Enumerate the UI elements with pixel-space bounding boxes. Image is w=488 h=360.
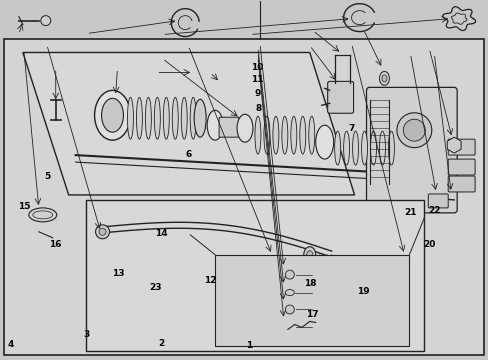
Ellipse shape bbox=[315, 125, 333, 159]
Ellipse shape bbox=[381, 75, 386, 82]
Ellipse shape bbox=[396, 113, 431, 148]
Text: 10: 10 bbox=[251, 63, 264, 72]
FancyBboxPatch shape bbox=[327, 81, 353, 113]
Ellipse shape bbox=[163, 97, 169, 139]
Ellipse shape bbox=[262, 257, 267, 266]
Text: 23: 23 bbox=[149, 283, 162, 292]
Text: 6: 6 bbox=[185, 150, 191, 159]
Ellipse shape bbox=[154, 97, 160, 139]
Ellipse shape bbox=[127, 97, 133, 139]
Ellipse shape bbox=[41, 15, 51, 26]
Text: 21: 21 bbox=[403, 208, 415, 217]
Ellipse shape bbox=[379, 131, 385, 165]
Polygon shape bbox=[23, 53, 354, 195]
Ellipse shape bbox=[290, 116, 296, 154]
FancyBboxPatch shape bbox=[447, 159, 474, 175]
Ellipse shape bbox=[264, 116, 269, 154]
Text: 16: 16 bbox=[49, 240, 61, 249]
Ellipse shape bbox=[136, 97, 142, 139]
Ellipse shape bbox=[403, 119, 425, 141]
Text: 18: 18 bbox=[304, 279, 316, 288]
FancyBboxPatch shape bbox=[447, 176, 474, 192]
Ellipse shape bbox=[343, 131, 349, 165]
Text: 13: 13 bbox=[111, 269, 124, 278]
Ellipse shape bbox=[207, 110, 223, 140]
Text: 4: 4 bbox=[7, 341, 14, 350]
Ellipse shape bbox=[102, 98, 123, 132]
Ellipse shape bbox=[194, 99, 206, 137]
Ellipse shape bbox=[379, 71, 388, 85]
Ellipse shape bbox=[370, 131, 376, 165]
Ellipse shape bbox=[308, 116, 314, 154]
Bar bbox=[85, 200, 424, 351]
Ellipse shape bbox=[181, 97, 187, 139]
Text: 1: 1 bbox=[246, 341, 252, 350]
Ellipse shape bbox=[361, 131, 367, 165]
Ellipse shape bbox=[99, 228, 106, 235]
Ellipse shape bbox=[285, 305, 294, 314]
Ellipse shape bbox=[387, 131, 394, 165]
Text: 14: 14 bbox=[155, 229, 168, 238]
Ellipse shape bbox=[352, 131, 358, 165]
Text: 5: 5 bbox=[44, 172, 50, 181]
Ellipse shape bbox=[29, 208, 57, 222]
Text: 11: 11 bbox=[251, 75, 264, 84]
Text: 3: 3 bbox=[83, 330, 89, 339]
Text: 2: 2 bbox=[158, 339, 164, 348]
Text: 22: 22 bbox=[427, 206, 440, 215]
Bar bbox=[215, 255, 408, 346]
Text: 17: 17 bbox=[306, 310, 318, 319]
Bar bbox=[4, 39, 483, 355]
Ellipse shape bbox=[285, 270, 294, 279]
Text: 20: 20 bbox=[423, 240, 435, 249]
Ellipse shape bbox=[303, 247, 315, 263]
FancyBboxPatch shape bbox=[366, 87, 456, 213]
Ellipse shape bbox=[281, 116, 287, 154]
Ellipse shape bbox=[190, 97, 196, 139]
Text: 9: 9 bbox=[254, 89, 260, 98]
Ellipse shape bbox=[272, 116, 278, 154]
Ellipse shape bbox=[95, 225, 109, 239]
FancyBboxPatch shape bbox=[427, 194, 447, 208]
Ellipse shape bbox=[306, 251, 312, 259]
Ellipse shape bbox=[269, 257, 275, 266]
Ellipse shape bbox=[277, 257, 283, 266]
Ellipse shape bbox=[94, 90, 130, 140]
FancyBboxPatch shape bbox=[219, 117, 239, 137]
Ellipse shape bbox=[172, 97, 178, 139]
Text: 15: 15 bbox=[18, 202, 31, 211]
Ellipse shape bbox=[299, 116, 305, 154]
Ellipse shape bbox=[237, 114, 252, 142]
FancyBboxPatch shape bbox=[447, 139, 474, 155]
Text: 8: 8 bbox=[255, 104, 262, 113]
Ellipse shape bbox=[145, 97, 151, 139]
Text: 7: 7 bbox=[348, 123, 354, 132]
Ellipse shape bbox=[334, 131, 340, 165]
Text: 19: 19 bbox=[357, 287, 369, 296]
Text: 12: 12 bbox=[203, 276, 216, 285]
Ellipse shape bbox=[254, 116, 261, 154]
